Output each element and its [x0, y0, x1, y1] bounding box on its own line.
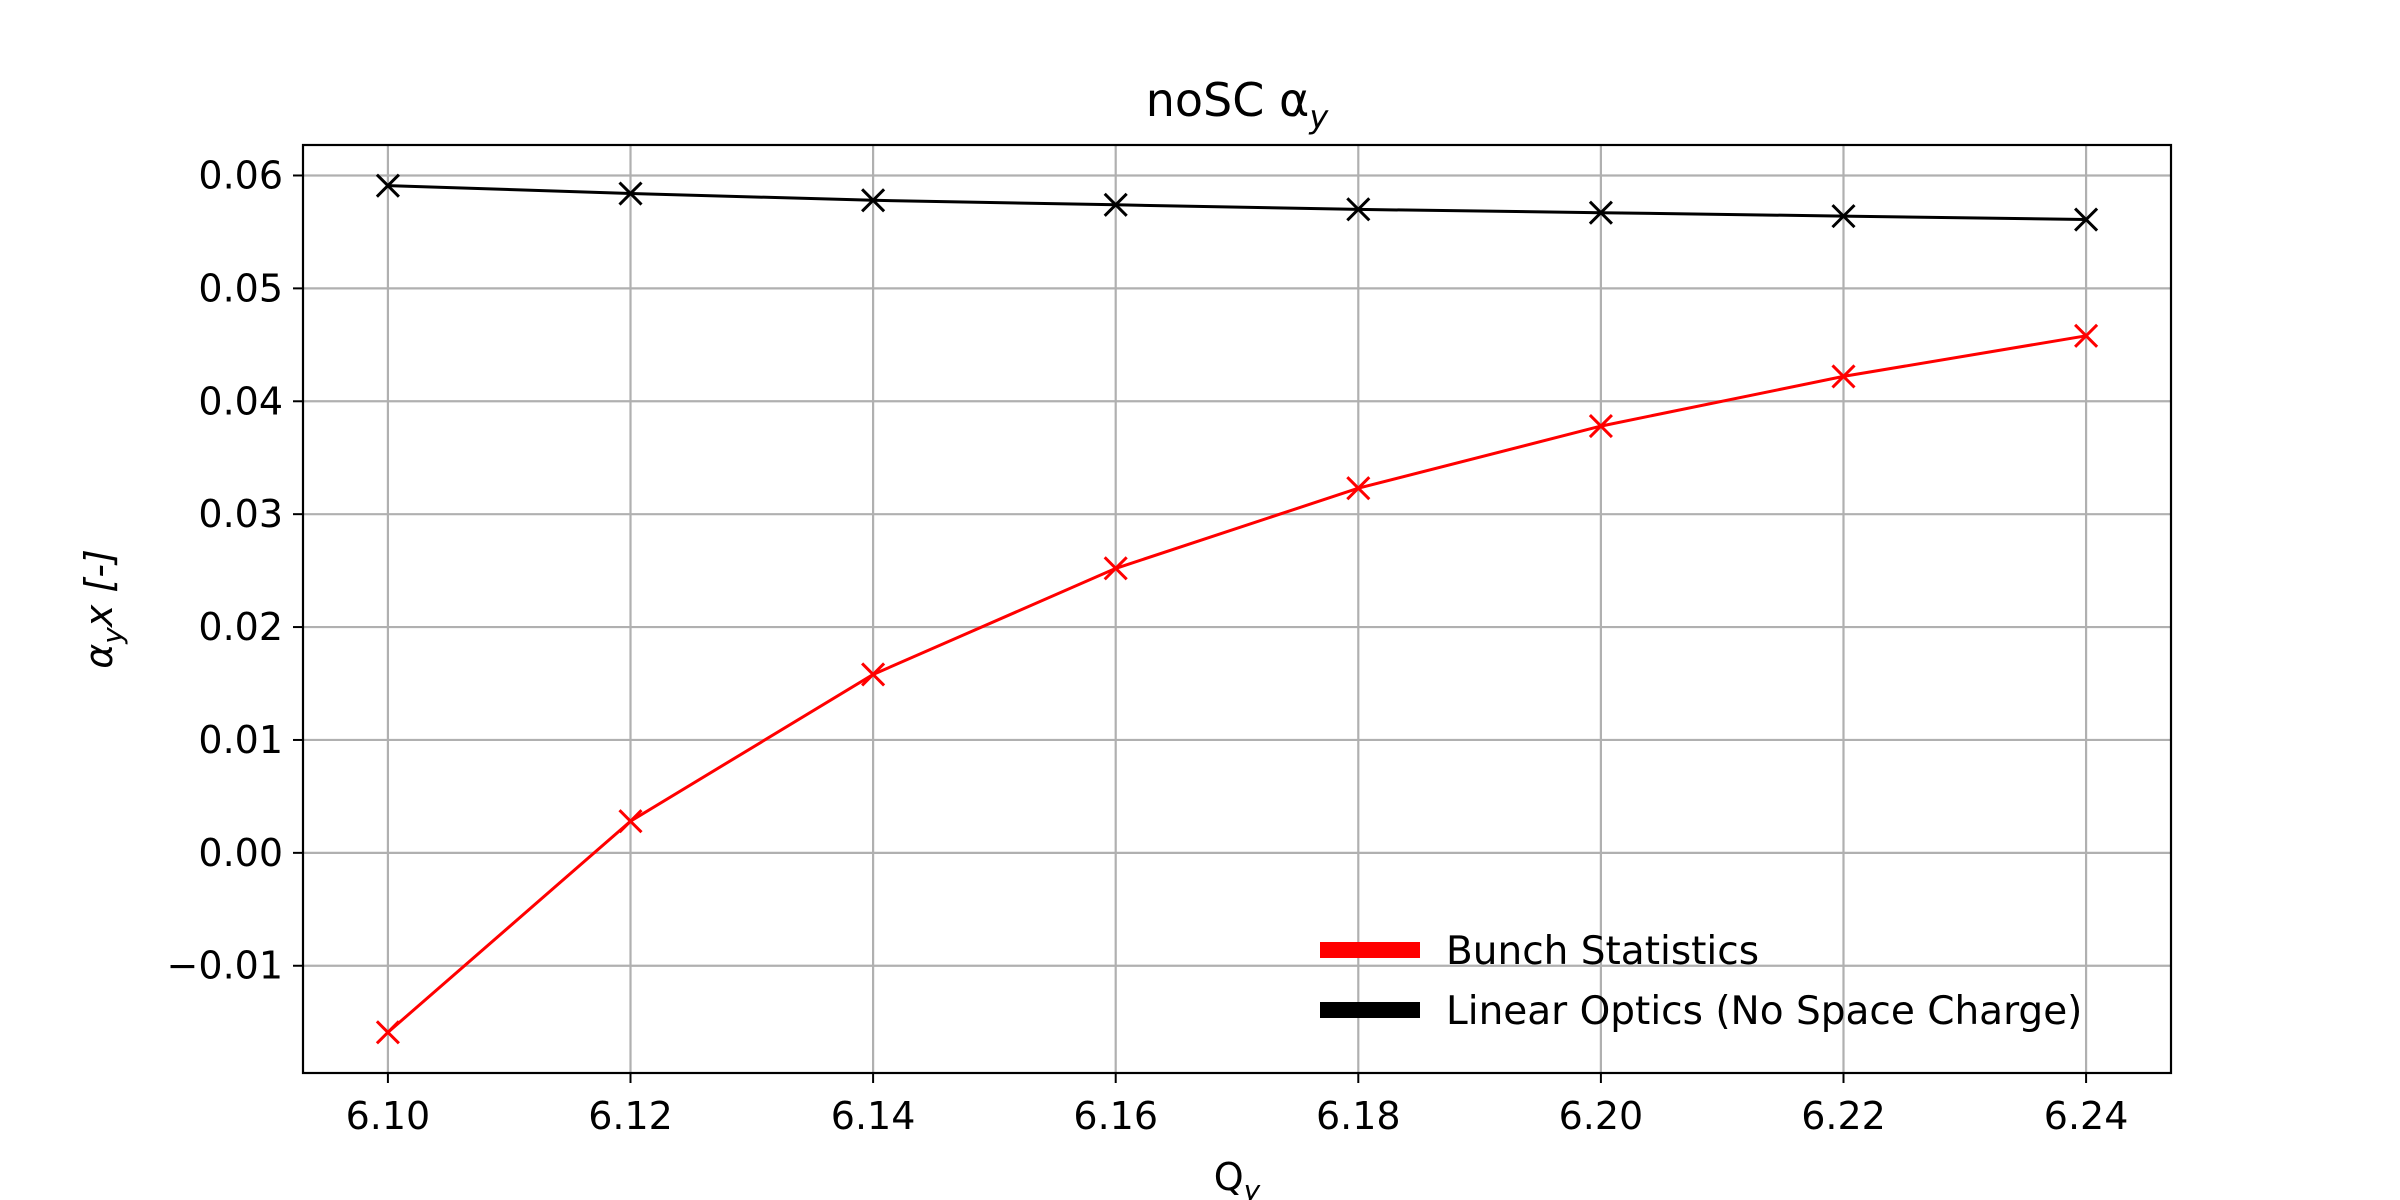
x-tick-label: 6.22	[1801, 1094, 1886, 1138]
data-point-marker	[1588, 414, 1613, 439]
data-point-marker	[861, 662, 886, 687]
x-tick-label: 6.14	[831, 1094, 916, 1138]
x-tick-label: 6.10	[346, 1094, 431, 1138]
x-tick-label: 6.16	[1073, 1094, 1158, 1138]
y-tick-label: 0.05	[198, 266, 283, 310]
data-point-marker	[1588, 200, 1613, 225]
series-line	[386, 334, 2087, 1034]
x-axis: 6.10 6.12 6.14 6.16 6.18 6.20 6.22 6.24	[346, 1073, 2129, 1138]
x-tick-label: 6.18	[1316, 1094, 1401, 1138]
data-point-marker	[1831, 364, 1856, 389]
x-tick-label: 6.20	[1559, 1094, 1644, 1138]
grid	[303, 145, 2171, 1073]
series-bunch-statistics	[375, 323, 2099, 1045]
data-point-marker	[1346, 197, 1371, 222]
y-tick-label: 0.06	[198, 153, 283, 197]
legend-label: Linear Optics (No Space Charge)	[1446, 989, 2082, 1034]
data-point-marker	[2074, 207, 2099, 232]
series-linear-optics	[375, 173, 2099, 232]
data-point-marker	[1346, 476, 1371, 501]
y-tick-label: −0.01	[167, 944, 283, 988]
data-point-marker	[375, 173, 400, 198]
y-tick-label: 0.03	[198, 492, 283, 536]
legend-label: Bunch Statistics	[1446, 929, 1759, 974]
data-point-marker	[375, 1020, 400, 1045]
x-tick-label: 6.12	[588, 1094, 673, 1138]
chart-title: noSC αy	[1146, 73, 1330, 136]
series-layer	[375, 173, 2099, 1045]
legend-item: Linear Optics (No Space Charge)	[1320, 989, 2082, 1034]
data-point-marker	[861, 188, 886, 213]
legend-item: Bunch Statistics	[1320, 929, 1759, 974]
y-tick-label: 0.02	[198, 605, 283, 649]
data-point-marker	[1103, 192, 1128, 217]
y-axis: −0.01 0.00 0.01 0.02 0.03 0.04 0.05 0.06	[167, 153, 303, 988]
y-tick-label: 0.04	[198, 379, 283, 423]
x-axis-label: Qy	[1214, 1155, 1261, 1200]
y-tick-label: 0.01	[198, 718, 283, 762]
data-point-marker	[1103, 556, 1128, 581]
plot-frame	[301, 143, 2173, 1075]
data-point-marker	[1831, 204, 1856, 229]
y-tick-label: 0.00	[198, 831, 283, 875]
legend: Bunch Statistics Linear Optics (No Space …	[1320, 929, 2082, 1034]
data-point-marker	[618, 181, 643, 206]
data-point-marker	[2074, 323, 2099, 348]
series-line	[387, 184, 2087, 221]
data-point-marker	[618, 809, 643, 834]
x-tick-label: 6.24	[2044, 1094, 2129, 1138]
y-axis-label: αyx [-]	[77, 549, 129, 669]
